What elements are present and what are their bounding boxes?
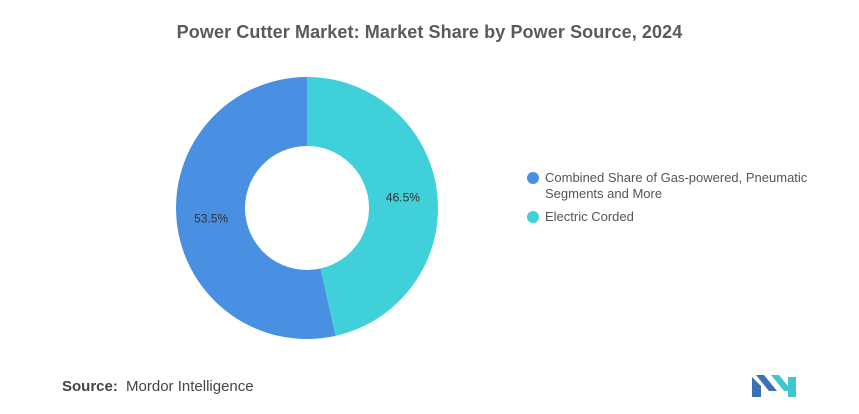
mordor-intelligence-logo-icon [752, 375, 796, 397]
legend-swatch-electric-corded [527, 211, 539, 223]
source-value: Mordor Intelligence [126, 378, 254, 395]
logo-left-shape [752, 377, 761, 397]
legend-swatch-combined [527, 172, 539, 184]
logo-right-shape [788, 377, 796, 397]
slice-combined [176, 77, 336, 339]
chart-title: Power Cutter Market: Market Share by Pow… [176, 22, 683, 42]
data-label-combined: 53.5% [194, 212, 228, 226]
legend-label-electric-corded: Electric Corded [545, 209, 634, 224]
source-label: Source: [62, 378, 118, 395]
slice-electric-corded [307, 77, 438, 336]
legend-item-electric-corded: Electric Corded [527, 209, 837, 225]
chart-legend: Combined Share of Gas-powered, Pneumatic… [527, 170, 837, 232]
legend-label-combined: Combined Share of Gas-powered, Pneumatic… [545, 170, 808, 201]
source-note: Source: Mordor Intelligence [62, 378, 254, 395]
logo-middle-shape-2 [771, 375, 792, 391]
legend-item-combined: Combined Share of Gas-powered, Pneumatic… [527, 170, 837, 202]
logo-middle-shape [756, 375, 777, 391]
data-label-electric-corded: 46.5% [386, 190, 420, 204]
